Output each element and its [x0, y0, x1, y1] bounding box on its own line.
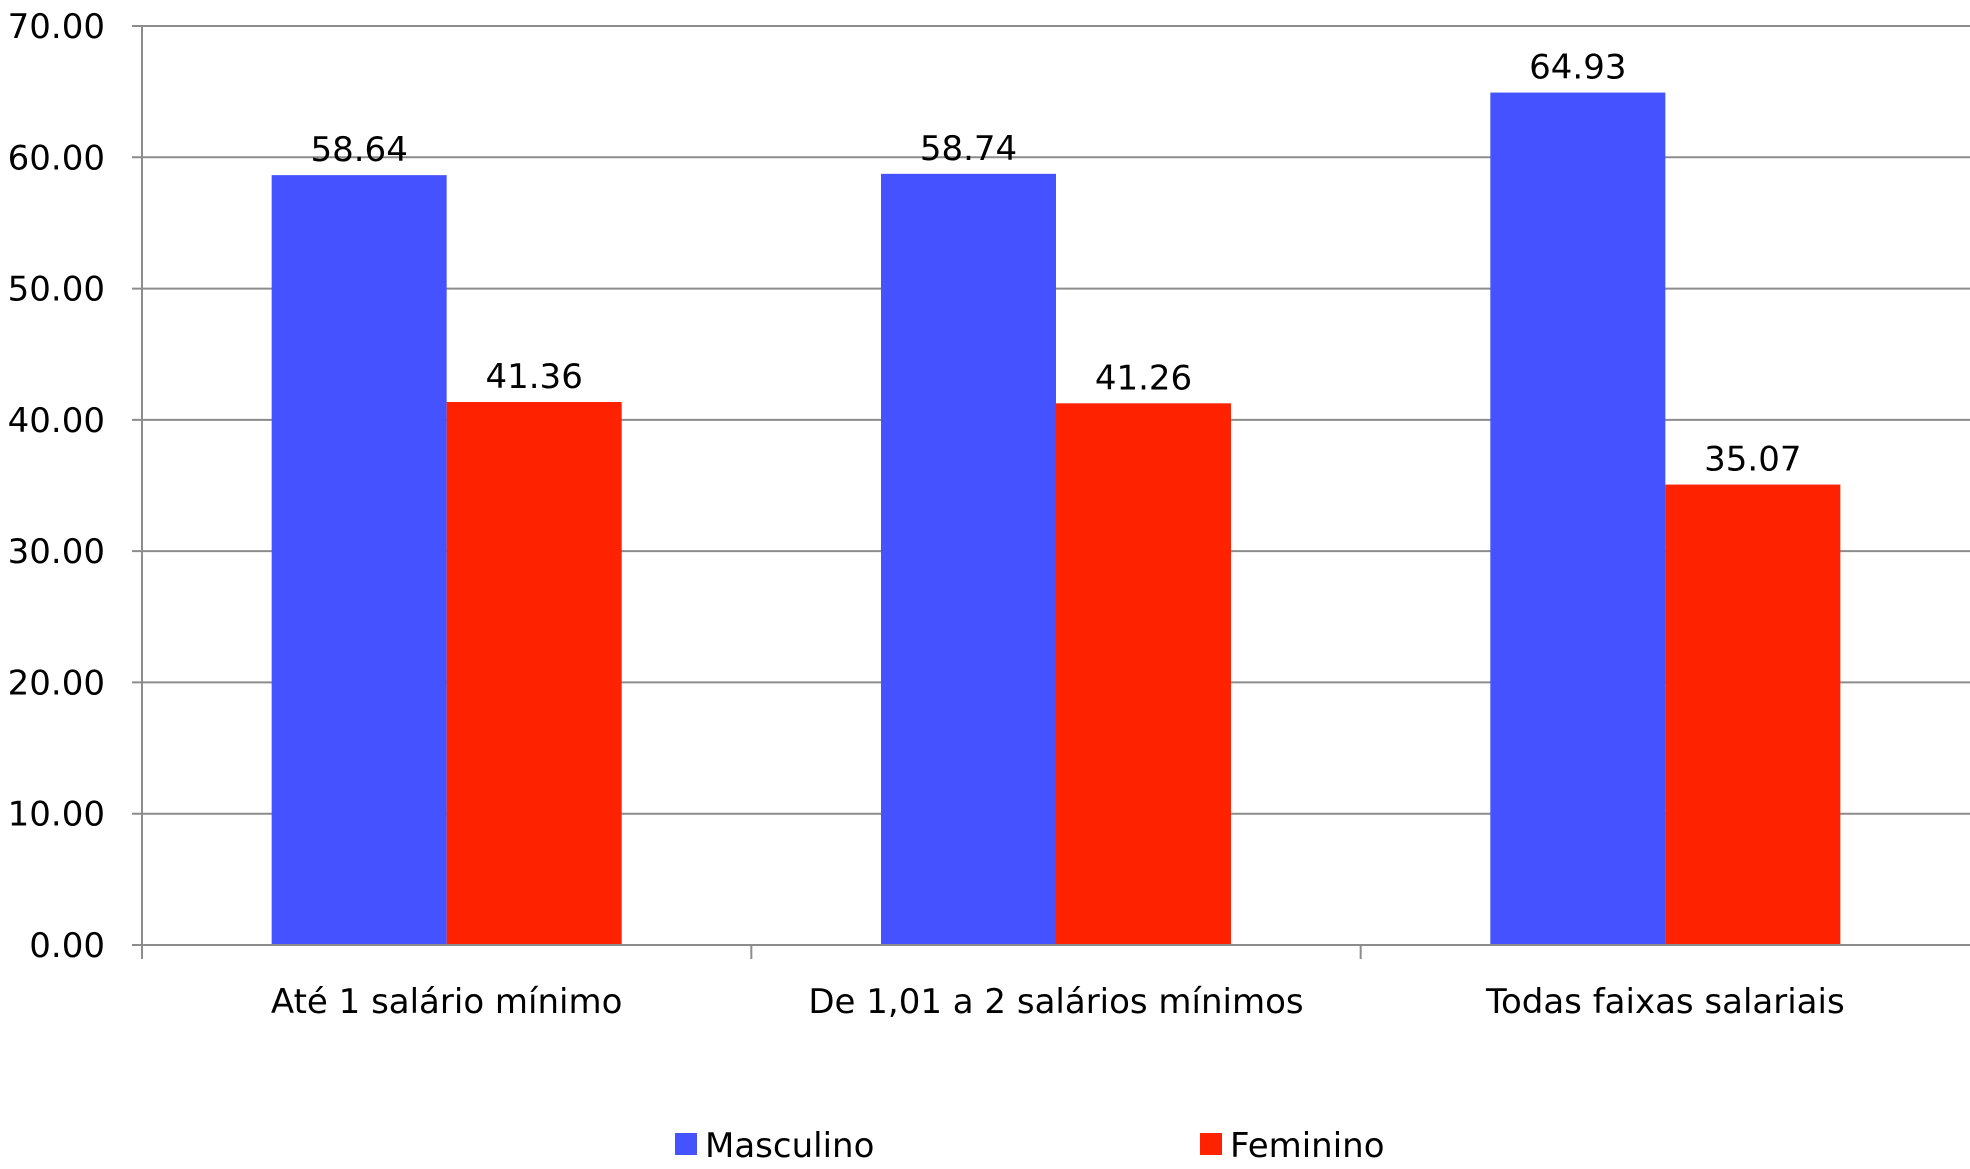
y-tick-label: 40.00	[8, 401, 105, 441]
x-category-label: De 1,01 a 2 salários mínimos	[808, 982, 1303, 1022]
data-label: 35.07	[1704, 440, 1801, 480]
y-tick-label: 0.00	[29, 926, 105, 966]
legend-label-masculino: Masculino	[705, 1126, 874, 1164]
y-tick-label: 70.00	[8, 7, 105, 47]
bar-masculino-2	[1490, 92, 1666, 945]
y-tick-label: 10.00	[8, 795, 105, 835]
axes	[141, 26, 1970, 959]
legend: Masculino Feminino	[675, 1126, 1385, 1166]
data-label: 41.36	[485, 357, 582, 397]
bar-feminino-0	[446, 402, 622, 945]
bar-feminino-2	[1665, 484, 1841, 945]
data-label: 58.74	[920, 129, 1017, 169]
data-label: 58.64	[310, 130, 407, 170]
bar-masculino-0	[271, 175, 447, 945]
data-label: 64.93	[1529, 48, 1626, 88]
legend-swatch-masculino	[675, 1133, 697, 1155]
bars	[271, 92, 1841, 946]
bar-masculino-1	[881, 173, 1056, 946]
data-label: 41.26	[1095, 358, 1192, 398]
y-tick-label: 30.00	[8, 532, 105, 572]
y-tick-label: 20.00	[8, 663, 105, 703]
x-category-label: Até 1 salário mínimo	[271, 982, 623, 1022]
labels: 0.00 10.00 20.00 30.00 40.00 50.00 60.00 70.00 5…	[8, 7, 1845, 1022]
legend-swatch-feminino	[1200, 1133, 1222, 1155]
legend-label-feminino: Feminino	[1230, 1126, 1385, 1164]
x-category-label: Todas faixas salariais	[1485, 982, 1845, 1022]
bar-feminino-1	[1056, 403, 1231, 945]
y-tick-label: 60.00	[8, 138, 105, 178]
y-tick-label: 50.00	[8, 270, 105, 310]
